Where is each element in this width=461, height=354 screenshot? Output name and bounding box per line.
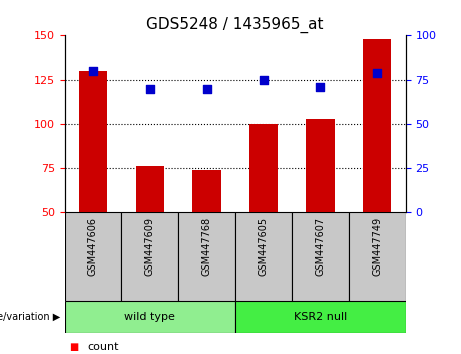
Point (89, 68, 97, 74)
Title: GDS5248 / 1435965_at: GDS5248 / 1435965_at (146, 16, 324, 33)
Bar (292, 212, 349, 301)
Bar (65, 212, 121, 301)
Text: KSR2 null: KSR2 null (294, 312, 347, 322)
Bar (249, 124, 278, 212)
Text: GSM447609: GSM447609 (145, 217, 155, 276)
Text: GSM447606: GSM447606 (88, 217, 98, 276)
Text: count: count (88, 342, 119, 352)
Bar (136, 166, 164, 212)
Point (373, 70, 381, 75)
Bar (235, 212, 292, 301)
Bar (306, 119, 335, 212)
Text: GSM447749: GSM447749 (372, 217, 382, 276)
Text: ■: ■ (69, 342, 78, 352)
Bar (363, 39, 391, 212)
Point (317, 84, 324, 90)
Text: GSM447607: GSM447607 (315, 217, 325, 276)
Text: GSM447768: GSM447768 (201, 217, 212, 276)
Bar (349, 212, 406, 301)
Bar (193, 170, 221, 212)
Bar (178, 212, 235, 301)
Text: genotype/variation ▶: genotype/variation ▶ (0, 312, 60, 322)
Bar (235, 301, 406, 333)
Bar (79, 71, 107, 212)
Point (260, 77, 267, 82)
Point (146, 86, 154, 91)
Point (203, 86, 210, 91)
Text: wild type: wild type (124, 312, 175, 322)
Bar (121, 212, 178, 301)
Bar (65, 301, 235, 333)
Text: GSM447605: GSM447605 (259, 217, 269, 276)
